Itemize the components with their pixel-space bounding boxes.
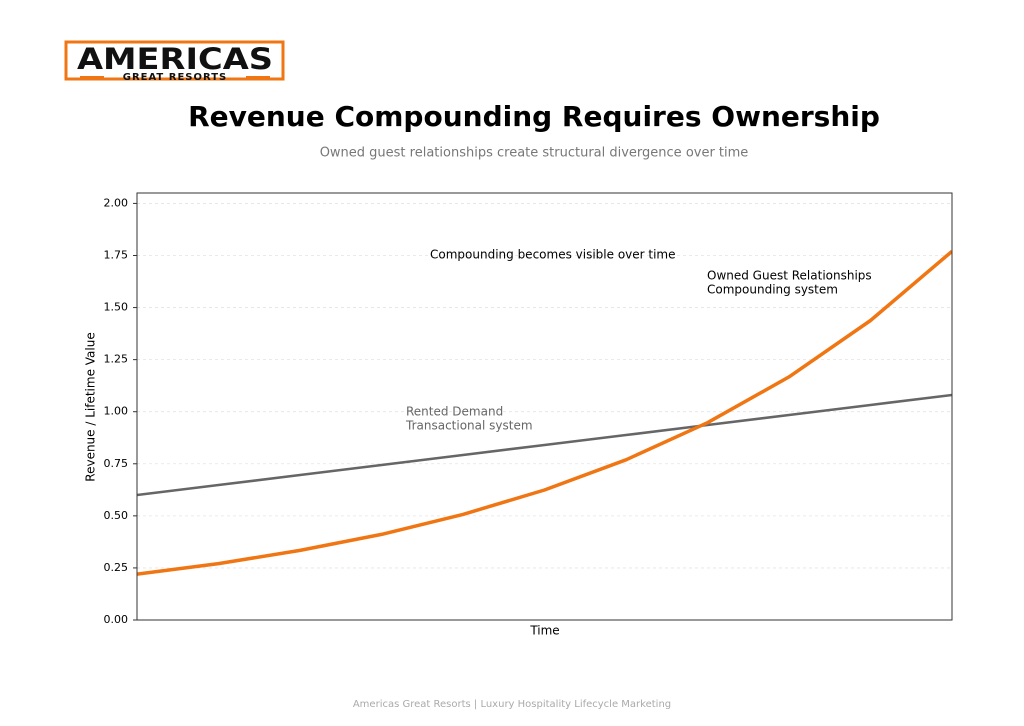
logo: AMERICAS GREAT RESORTS: [64, 40, 285, 83]
series-group: [137, 249, 952, 576]
y-tick-label: 1.25: [104, 353, 129, 366]
annotation: Transactional system: [405, 419, 533, 433]
y-tick-label: 1.00: [104, 405, 129, 418]
y-tick-label: 0.00: [104, 613, 129, 626]
plot-frame: [136, 192, 953, 621]
footer: Americas Great Resorts | Luxury Hospital…: [353, 699, 671, 710]
x-axis-label: Time: [529, 624, 559, 638]
annotation: Owned Guest Relationships: [707, 269, 872, 283]
plot-area: 0.00 0.25 0.50 0.75 1.00 1.25 1.50 1.75 2.00: [104, 192, 953, 626]
annotation: Compounding becomes visible over time: [430, 248, 676, 262]
logo-tagline: GREAT RESORTS: [123, 72, 228, 83]
annotation: Compounding system: [707, 283, 838, 297]
annotation: Rented Demand: [406, 405, 503, 419]
y-tick-label: 0.75: [104, 457, 129, 470]
y-tick-label: 2.00: [104, 196, 129, 209]
series-line: [137, 249, 952, 576]
annotations: Compounding becomes visible over time Ow…: [405, 248, 872, 433]
chart-title: Revenue Compounding Requires Ownership: [188, 100, 880, 133]
logo-frame: [64, 40, 285, 81]
y-tick-label: 1.50: [104, 301, 129, 314]
chart-subtitle: Owned guest relationships create structu…: [320, 146, 749, 161]
logo-name: AMERICAS: [77, 42, 273, 76]
y-tick-label: 1.75: [104, 248, 129, 261]
y-tick-label: 0.50: [104, 509, 129, 522]
series-line: [137, 393, 952, 497]
y-tick-label: 0.25: [104, 561, 129, 574]
y-axis-label: Revenue / Lifetime Value: [84, 332, 98, 481]
